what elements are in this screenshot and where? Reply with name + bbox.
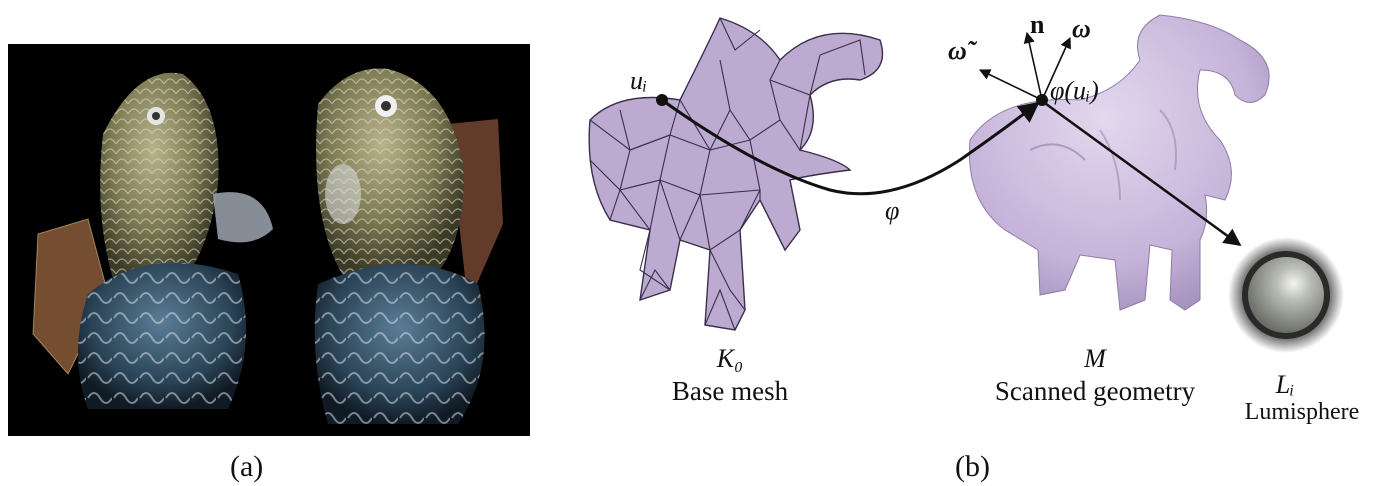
label-phi-u-i: φ(uᵢ) [1050, 76, 1099, 105]
mapping-diagram: uᵢ φ(uᵢ) φ n ω ω̃ K₀ Base mesh M Scanned… [560, 0, 1389, 486]
fish-photo-panel [8, 44, 530, 436]
point-u-i [656, 94, 668, 106]
label-k0-symbol: K₀ [716, 344, 744, 373]
label-u-i: uᵢ [630, 66, 648, 95]
fish-right [314, 68, 503, 424]
omega-tilde-vector-arrow [978, 69, 1043, 101]
base-mesh-elephant [588, 17, 884, 331]
label-omega-tilde: ω̃ [948, 36, 967, 65]
normal-vector-arrow [1023, 31, 1043, 101]
label-phi-map: φ [885, 196, 900, 225]
label-l-i-symbol: Lᵢ [1275, 370, 1295, 399]
point-phi-u-i [1036, 94, 1048, 106]
omega-vector-arrow [1041, 36, 1071, 101]
scanned-elephant [968, 14, 1270, 311]
caption-a: (a) [230, 450, 264, 483]
label-omega: ω [1072, 14, 1091, 43]
diagram-graphics [588, 14, 1344, 353]
label-lumisphere: Lumisphere [1244, 399, 1360, 425]
label-scanned-geometry: Scanned geometry [994, 376, 1196, 406]
label-base-mesh: Base mesh [671, 376, 789, 406]
fish-left [32, 72, 273, 409]
ray-to-lumisphere [1041, 99, 1242, 247]
lumisphere-image [1228, 237, 1344, 353]
map-phi-curve [661, 98, 1040, 196]
caption-b: (b) [955, 450, 990, 483]
fish-figurine-photos [32, 68, 503, 424]
label-m-symbol: M [1084, 344, 1106, 373]
label-normal-n: n [1030, 10, 1045, 39]
